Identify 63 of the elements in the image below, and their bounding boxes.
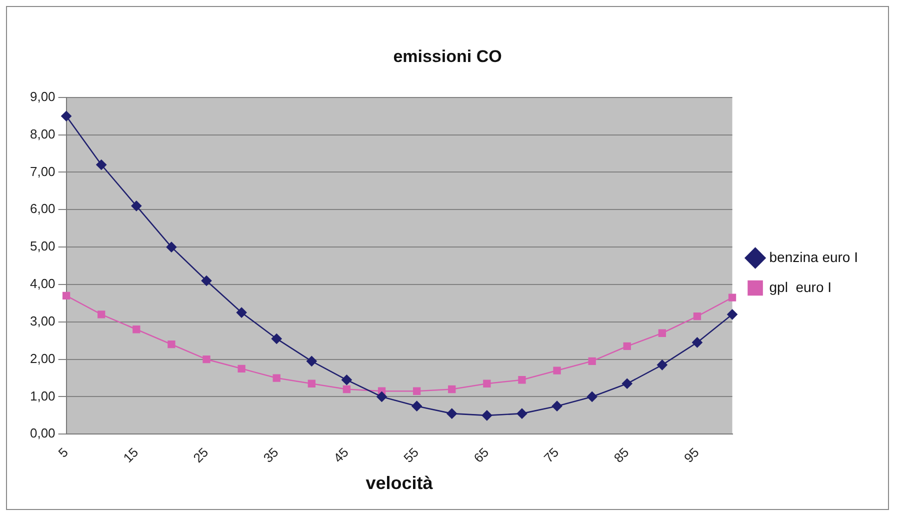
y-tick-label: 6,00 xyxy=(30,201,56,216)
y-tick-label: 3,00 xyxy=(30,313,56,328)
point xyxy=(376,392,387,402)
point xyxy=(342,374,352,386)
point xyxy=(168,340,176,348)
point xyxy=(96,160,107,170)
point xyxy=(692,337,702,348)
point xyxy=(516,408,528,419)
y-tick-label: 8,00 xyxy=(30,126,56,142)
y-tick-label: 7,00 xyxy=(30,164,56,179)
point xyxy=(622,378,632,389)
point xyxy=(553,366,561,374)
point xyxy=(623,342,631,350)
y-tick-label: 5,00 xyxy=(30,238,56,254)
point xyxy=(131,200,142,212)
point xyxy=(236,307,247,318)
x-tick-label: 65 xyxy=(470,444,492,466)
y-tick-label: 2,00 xyxy=(30,350,56,366)
point xyxy=(693,312,702,320)
x-tick-label: 15 xyxy=(120,444,142,466)
point xyxy=(61,110,72,122)
point xyxy=(271,334,282,344)
point xyxy=(272,374,280,382)
legend-label: benzina euro I xyxy=(769,248,858,265)
point xyxy=(238,364,246,372)
point xyxy=(306,356,317,366)
point xyxy=(727,309,738,320)
point xyxy=(448,385,456,394)
x-tick-label: 55 xyxy=(400,444,422,466)
point xyxy=(518,376,526,384)
x-tick-label: 25 xyxy=(190,444,212,466)
point xyxy=(552,400,562,412)
point xyxy=(202,355,210,364)
point xyxy=(98,310,106,318)
point xyxy=(166,242,177,252)
x-tick-label: 45 xyxy=(330,444,352,466)
point xyxy=(412,387,421,395)
y-tick-label: 9,00 xyxy=(30,88,56,104)
point xyxy=(412,400,422,412)
y-tick-label: 4,00 xyxy=(30,276,56,292)
y-tick-label: 0,00 xyxy=(30,426,56,441)
x-tick-label: 5 xyxy=(55,444,71,460)
x-tick-label: 75 xyxy=(540,444,562,466)
x-axis-title: velocità xyxy=(366,473,434,494)
point xyxy=(308,380,316,388)
legend-label: gpl euro I xyxy=(769,278,832,295)
point xyxy=(62,292,70,300)
y-tick-label: 1,00 xyxy=(30,388,56,404)
x-tick-label: 35 xyxy=(260,444,282,466)
point xyxy=(588,357,596,366)
point xyxy=(201,276,212,286)
point xyxy=(446,408,458,419)
point xyxy=(658,329,666,337)
x-tick-label: 85 xyxy=(610,444,632,466)
point xyxy=(132,326,140,334)
point xyxy=(483,380,491,388)
x-tick-label: 95 xyxy=(681,444,702,466)
chart-title: emissioni CO xyxy=(393,46,502,66)
point xyxy=(657,360,668,370)
point xyxy=(342,385,351,394)
point xyxy=(728,294,736,302)
point xyxy=(586,392,598,402)
point xyxy=(482,410,492,421)
